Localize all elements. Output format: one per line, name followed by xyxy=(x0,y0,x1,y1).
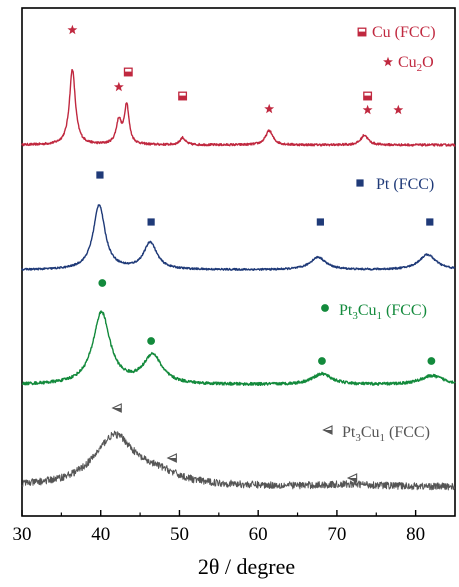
legend-label-3: Pt3Cu1 (FCC) xyxy=(339,302,427,322)
marker-pt3cu1-13-shape xyxy=(147,337,156,345)
legend-label-0-part-0: Cu (FCC) xyxy=(372,24,436,41)
marker-pt3cu1_amorphous-17 xyxy=(166,453,177,463)
marker-pt-10 xyxy=(316,218,324,226)
marker-cu-2-fill xyxy=(124,71,133,76)
marker-cu-7-shape xyxy=(393,104,404,115)
x-tick-label-2: 50 xyxy=(170,524,189,545)
plot-frame xyxy=(21,7,456,517)
marker-pt3cu1_amorphous-16 xyxy=(111,403,122,413)
marker-pt3cu1-12-shape xyxy=(98,279,107,287)
marker-pt-8 xyxy=(96,171,104,179)
legend-label-2-part-0: Pt (FCC) xyxy=(376,176,434,193)
marker-cu-1 xyxy=(113,81,124,92)
marker-pt3cu1_amorphous-18 xyxy=(346,473,358,483)
legend-symbol-4 xyxy=(322,425,333,435)
legend-label-4-part-0: Pt xyxy=(342,424,356,441)
x-tick-label-5: 80 xyxy=(406,524,425,545)
marker-pt3cu1-14 xyxy=(318,357,326,365)
marker-cu-1-shape xyxy=(113,81,124,92)
legend-label-1-part-1: 2 xyxy=(417,62,423,74)
x-tick-label-0: 30 xyxy=(13,524,32,545)
marker-cu-2 xyxy=(123,67,133,77)
legend-symbol-3-shape xyxy=(321,304,329,312)
marker-cu-4 xyxy=(264,103,275,114)
marker-cu-4-shape xyxy=(264,103,275,114)
legend-label-1-part-0: Cu xyxy=(398,54,417,71)
legend-label-3-part-3: 1 xyxy=(377,310,383,322)
legend-symbol-3 xyxy=(321,304,329,312)
legend-symbol-2 xyxy=(356,179,364,187)
marker-cu-3-fill xyxy=(178,95,187,100)
legend-symbol-1-shape xyxy=(383,56,393,67)
marker-cu-3 xyxy=(178,91,188,101)
marker-pt-11-shape xyxy=(426,218,434,226)
legend-label-1-part-2: O xyxy=(422,54,434,71)
legend-label-3-part-0: Pt xyxy=(339,302,353,319)
marker-cu-7 xyxy=(393,104,404,115)
marker-pt-11 xyxy=(426,218,434,226)
x-axis-label: 2θ / degree xyxy=(198,554,295,579)
series-pt3cu1_amorphous xyxy=(21,430,456,491)
legend-symbol-1 xyxy=(383,56,393,67)
legend-symbol-4-fill xyxy=(323,430,332,434)
legend-label-3-part-4: (FCC) xyxy=(382,302,427,319)
legend-label-3-part-2: Cu xyxy=(358,302,377,319)
legend-label-4: Pt3Cu1 (FCC) xyxy=(342,424,430,444)
legend-symbol-0-fill xyxy=(358,31,366,36)
marker-cu-0-shape xyxy=(67,24,78,35)
marker-pt-9-shape xyxy=(147,218,155,226)
marker-pt3cu1_amorphous-18-fill xyxy=(348,478,357,482)
marker-pt3cu1_amorphous-16-fill xyxy=(112,408,122,412)
x-tick-label-4: 70 xyxy=(327,524,346,545)
x-tick-label-1: 40 xyxy=(91,524,110,545)
marker-cu-0 xyxy=(67,24,78,35)
marker-pt3cu1-15 xyxy=(427,357,436,365)
legend-label-2: Pt (FCC) xyxy=(376,176,434,193)
marker-pt-10-shape xyxy=(316,218,324,226)
marker-pt-9 xyxy=(147,218,155,226)
marker-cu-5-fill xyxy=(363,95,372,100)
marker-cu-6 xyxy=(362,104,373,115)
marker-cu-5 xyxy=(363,91,373,101)
legend-symbol-2-shape xyxy=(356,179,364,187)
marker-pt3cu1-14-shape xyxy=(318,357,326,365)
legend-label-4-part-2: Cu xyxy=(361,424,380,441)
marker-pt3cu1-15-shape xyxy=(427,357,436,365)
marker-pt-8-shape xyxy=(96,171,104,179)
legend-label-4-part-1: 3 xyxy=(355,432,361,444)
marker-pt3cu1-13 xyxy=(147,337,156,345)
marker-pt3cu1-12 xyxy=(98,279,107,287)
marker-cu-6-shape xyxy=(362,104,373,115)
legend-label-0: Cu (FCC) xyxy=(372,24,436,41)
series-cu xyxy=(21,68,456,147)
legend-label-4-part-4: (FCC) xyxy=(385,424,430,441)
legend-label-4-part-3: 1 xyxy=(380,432,386,444)
legend-label-3-part-1: 3 xyxy=(352,310,358,322)
legend-symbol-0 xyxy=(357,27,367,37)
legend-label-1: Cu2O xyxy=(398,54,434,74)
series-pt3cu1 xyxy=(21,310,456,387)
x-tick-label-3: 60 xyxy=(249,524,268,545)
series-pt xyxy=(21,204,456,271)
